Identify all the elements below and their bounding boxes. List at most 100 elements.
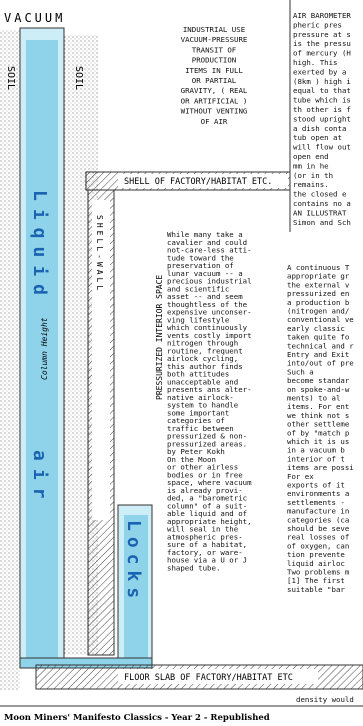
text-line: house via a U or J — [167, 556, 247, 565]
text-line: sure of a habitat, — [167, 540, 247, 549]
text-line: equal to that — [293, 86, 351, 95]
text-line: manufacture in — [287, 507, 349, 516]
text-line: column" of a suit- — [167, 501, 247, 510]
text-line: airlock cycling, — [167, 354, 238, 363]
text-line: we think not s — [287, 411, 349, 420]
text-line: which continuously — [167, 323, 248, 332]
text-line: ITEMS IN FULL — [185, 66, 243, 75]
text-line: traffic between — [167, 424, 234, 433]
text-line: Entry and Exit — [287, 350, 349, 359]
text-line: precious industrial — [167, 277, 252, 286]
text-line: system to handle — [167, 401, 239, 410]
text-line: a dish conta — [293, 124, 346, 133]
text-line: items. For ent — [287, 402, 349, 411]
liquid-label: Liquid — [29, 190, 50, 303]
soil-label: SOIL — [5, 66, 16, 90]
text-line: technical and r — [287, 341, 354, 350]
text-line: Two problems m — [287, 568, 350, 577]
text-line: On the Moon — [167, 455, 216, 464]
text-line: of by "match p — [287, 428, 349, 437]
label-bg — [118, 669, 318, 684]
text-line: pheric pres — [293, 20, 342, 29]
text-line: OF AIR — [201, 117, 228, 126]
text-line: (nitrogen and/ — [287, 307, 349, 316]
text-line: able liquid and of — [167, 509, 247, 518]
text-line: shaped tube. — [167, 563, 220, 572]
text-line: settlements - — [287, 498, 345, 507]
text-line: into/out of pre — [287, 359, 354, 368]
text-line: pressurized areas. — [167, 439, 247, 448]
text-line: exports of it — [287, 481, 345, 490]
text-line: of mercury (H — [293, 49, 351, 58]
text-line: early classic — [287, 324, 345, 333]
text-line: asset -- and seem — [167, 292, 243, 301]
text-line: AIR BAROMETER — [293, 11, 351, 20]
text-line: on spoke-and-w — [287, 385, 350, 394]
footer-title: Moon Miners' Manifesto Classics - Year 2… — [4, 713, 270, 723]
text-line: tion prevente — [287, 550, 345, 559]
text-line: AN ILLUSTRAT — [293, 208, 347, 217]
text-line: expensive unconser- — [167, 308, 252, 317]
text-line: in a vacuum b — [287, 446, 345, 455]
liquid-label: air — [29, 450, 50, 507]
text-line: pressure at s — [293, 30, 351, 39]
text-line: should be seve — [287, 524, 350, 533]
text-line: interior of t — [287, 454, 345, 463]
text-line: the external v — [287, 280, 350, 289]
text-line: vents costly import — [167, 331, 252, 340]
text-line: conventional ve — [287, 315, 354, 324]
text-line: th other is f — [293, 105, 351, 114]
text-line: TRANSIT OF — [192, 45, 237, 54]
text-line: open end — [293, 152, 329, 161]
text-line: and scientific — [167, 284, 229, 293]
text-line: cavalier and could — [167, 238, 247, 247]
text-line: appropriate gr — [287, 272, 350, 281]
text-line: (or in th — [293, 171, 333, 180]
liquid — [124, 515, 148, 665]
text-line: ded, a "barometric — [167, 494, 247, 503]
soil — [0, 30, 20, 690]
column-height: Column Height — [40, 317, 49, 380]
text-line: pressurized en — [287, 289, 349, 298]
text-line: stood upright — [293, 114, 351, 123]
text-line: tube which is — [293, 96, 351, 105]
text-line: Simon and Sch — [293, 218, 351, 227]
text-line: some important — [167, 408, 229, 417]
shell-wall-label: SHELL-WALL — [95, 215, 104, 293]
text-line: routine, frequent — [167, 346, 243, 355]
text-line: items are possi — [287, 463, 354, 472]
text-line: a production b — [287, 298, 350, 307]
text-line: contains no a — [293, 199, 351, 208]
text-line: space, where vacuum — [167, 478, 252, 487]
text-line: environments a — [287, 489, 349, 498]
text-line: exerted by a — [293, 67, 346, 76]
text-line: PRODUCTION — [192, 56, 237, 65]
text-line: While many take a — [167, 230, 243, 239]
text-line: OR PARTIAL — [192, 76, 237, 85]
floor-label: FLOOR SLAB OF FACTORY/HABITAT ETC — [124, 673, 293, 683]
text-line: taken quite fo — [287, 333, 349, 342]
text-line: WITHOUT VENTING — [181, 107, 248, 116]
text-line: ving lifestyle — [167, 315, 230, 324]
text-line: preservation of — [167, 261, 234, 270]
text-line: Such a — [287, 367, 314, 376]
text-line: factory, or ware- — [167, 548, 243, 557]
locks-label: Locks — [123, 520, 144, 604]
text-line: is already provi- — [167, 486, 243, 495]
text-line: native airlock- — [167, 393, 234, 402]
text-line: unacceptable and — [167, 377, 238, 386]
text-line: mm in he — [293, 161, 329, 170]
text-line: or other airless — [167, 463, 238, 472]
text-line: will flow out — [293, 143, 351, 152]
text-line: remains. — [293, 180, 329, 189]
text-line: not-care-less atti- — [167, 246, 252, 255]
interior-label: PRESSURIZED INTERIOR SPACE — [155, 275, 164, 400]
text-line: appropriate height, — [167, 517, 252, 526]
text-line: bodies or in free — [167, 470, 243, 479]
liquid — [26, 40, 58, 665]
text-line: For ex — [287, 472, 314, 481]
text-line: both attitudes — [167, 370, 229, 379]
text-line: categories of — [167, 416, 225, 425]
text-line: A continuous T — [287, 263, 350, 272]
